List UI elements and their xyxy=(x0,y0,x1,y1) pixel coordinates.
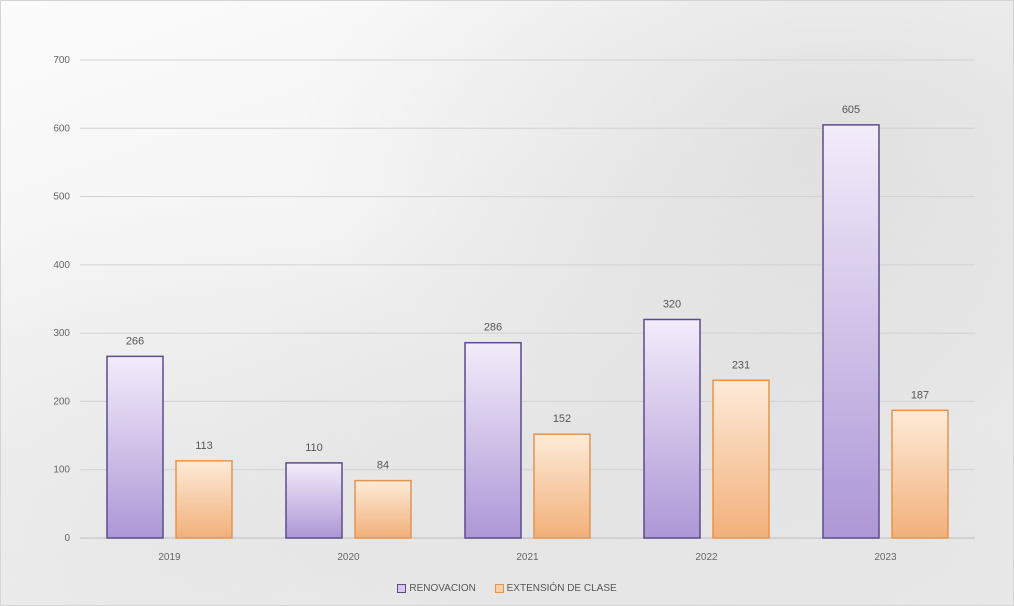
x-tick-2022: 2022 xyxy=(695,552,718,563)
x-tick-2019: 2019 xyxy=(158,552,181,563)
data-label-extension-de-clase-2023: 187 xyxy=(911,389,929,401)
x-tick-2023: 2023 xyxy=(874,552,897,563)
y-tick-700: 700 xyxy=(53,55,70,66)
bar-renovacion-2022 xyxy=(643,318,701,539)
legend-label-extension-de-clase: EXTENSIÓN DE CLASE xyxy=(506,583,617,594)
bar-extension-de-clase-2019 xyxy=(175,460,233,539)
bar-renovacion-2021 xyxy=(464,341,522,539)
legend-item-renovacion: RENOVACION xyxy=(397,583,476,594)
bar-renovacion-2020 xyxy=(285,462,343,539)
x-tick-2020: 2020 xyxy=(337,552,360,563)
data-label-extension-de-clase-2022: 231 xyxy=(732,359,750,371)
data-label-renovacion-2020: 110 xyxy=(305,442,323,454)
legend-item-extension-de-clase: EXTENSIÓN DE CLASE xyxy=(494,583,617,594)
data-label-renovacion-2022: 320 xyxy=(663,298,681,310)
data-label-extension-de-clase-2020: 84 xyxy=(377,460,389,472)
y-tick-400: 400 xyxy=(53,260,70,271)
bar-extension-de-clase-2020 xyxy=(354,479,412,539)
x-axis-ticks: 2019 2020 2021 2022 2023 xyxy=(158,552,897,563)
bar-extension-de-clase-2022 xyxy=(712,379,770,539)
y-tick-600: 600 xyxy=(53,123,70,134)
legend-swatch-renovacion xyxy=(397,584,407,593)
data-labels: 266 113 110 84 286 152 320 231 605 187 xyxy=(126,104,929,472)
y-tick-200: 200 xyxy=(53,396,70,407)
data-label-extension-de-clase-2021: 152 xyxy=(553,413,571,425)
data-label-renovacion-2023: 605 xyxy=(842,104,860,116)
y-tick-0: 0 xyxy=(64,533,70,544)
bar-renovacion-2019 xyxy=(106,355,164,539)
y-tick-300: 300 xyxy=(53,328,70,339)
y-axis-ticks: 0 100 200 300 400 500 600 700 xyxy=(53,55,70,544)
bar-renovacion-2023 xyxy=(822,124,880,539)
legend-label-renovacion: RENOVACION xyxy=(409,583,476,594)
x-tick-2021: 2021 xyxy=(516,552,539,563)
data-label-renovacion-2019: 266 xyxy=(126,335,144,347)
data-label-extension-de-clase-2019: 113 xyxy=(195,440,213,452)
bars xyxy=(106,124,949,539)
legend-swatch-extension-de-clase xyxy=(494,584,504,593)
y-tick-500: 500 xyxy=(53,192,70,203)
y-tick-100: 100 xyxy=(53,465,70,476)
data-label-renovacion-2021: 286 xyxy=(484,322,502,334)
bar-extension-de-clase-2023 xyxy=(891,409,949,539)
legend: RENOVACION EXTENSIÓN DE CLASE xyxy=(0,583,1014,596)
bar-extension-de-clase-2021 xyxy=(533,433,591,539)
